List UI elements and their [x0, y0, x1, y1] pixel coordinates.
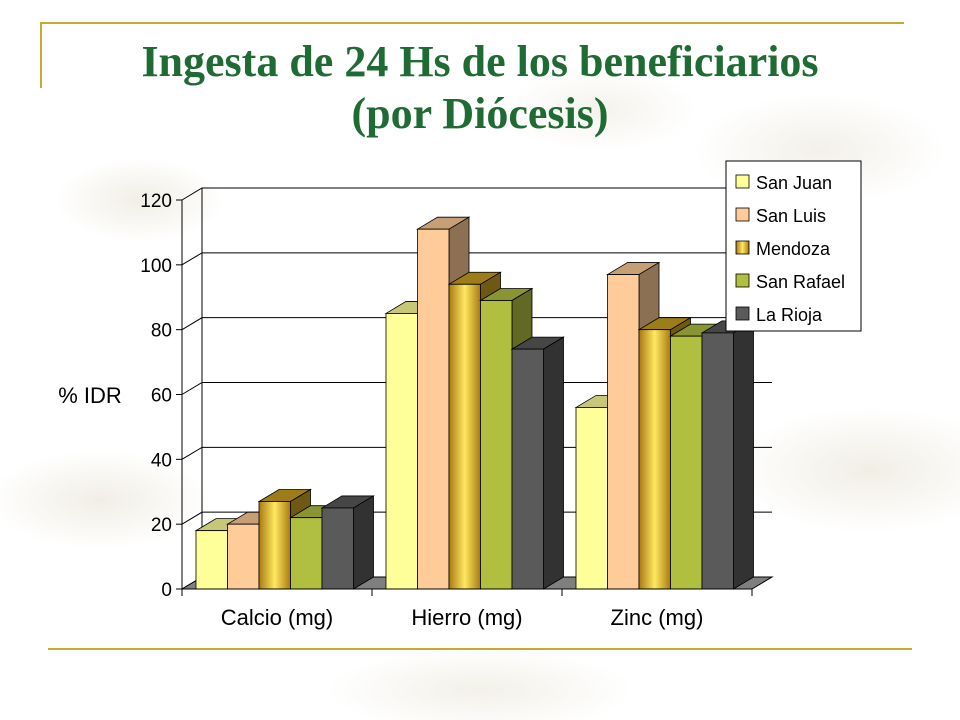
- legend-label: San Juan: [756, 173, 832, 193]
- bar-front-face: [227, 523, 260, 590]
- bars-group: [194, 216, 755, 590]
- legend-label: Mendoza: [756, 239, 831, 259]
- y-tick-label: 40: [151, 450, 172, 471]
- bar-side-face: [353, 495, 374, 590]
- legend-label: San Luis: [756, 206, 826, 226]
- legend-swatch: [735, 273, 750, 288]
- bar-front-face: [701, 332, 734, 590]
- x-tick-label: Hierro (mg): [411, 605, 522, 630]
- legend-swatch: [735, 306, 750, 321]
- y-tick-label: 80: [151, 321, 172, 342]
- bar-front-face: [290, 517, 323, 590]
- bar: [510, 336, 565, 590]
- bar-front-face: [575, 407, 608, 590]
- y-tick-label: 100: [140, 256, 172, 277]
- x-tick-label: Zinc (mg): [611, 605, 704, 630]
- slide-title-line-2: (por Diócesis): [351, 89, 609, 138]
- slide-title-line-1: Ingesta de 24 Hs de los beneficiarios: [141, 37, 819, 86]
- y-tick-label: 60: [151, 386, 172, 407]
- y-tick-label: 120: [140, 191, 172, 212]
- bar-front-face: [195, 530, 228, 590]
- bar-front-face: [258, 501, 291, 590]
- bar-front-face: [670, 335, 703, 590]
- gridline: [181, 317, 772, 331]
- title-rule-left: [40, 22, 42, 88]
- bar-side-face: [733, 320, 754, 590]
- bar-side-face: [543, 336, 564, 590]
- legend-label: San Rafael: [756, 272, 845, 292]
- legend-label: La Rioja: [756, 305, 823, 325]
- axes-group: 0 20 40 60 80 100 120 % IDR Calcio (mg) Hierro (m…: [58, 191, 753, 630]
- gridline: [181, 252, 772, 266]
- bottom-rule: [48, 648, 912, 650]
- bar-front-face: [638, 329, 671, 590]
- y-tick-label: 20: [151, 515, 172, 536]
- title-rule-top: [40, 22, 904, 24]
- bar-front-face: [417, 228, 450, 590]
- gridline: [181, 187, 772, 201]
- bar-front-face: [607, 274, 640, 590]
- legend-swatch: [735, 207, 750, 222]
- legend: San Juan San Luis Mendoza San Rafael La Rioj…: [725, 160, 862, 332]
- bar-front-face: [480, 300, 513, 590]
- bar-front-face: [385, 313, 418, 590]
- y-tick-label: 0: [161, 580, 172, 601]
- y-axis-label: % IDR: [58, 383, 122, 408]
- x-tick-label: Calcio (mg): [221, 605, 333, 630]
- bar-front-face: [511, 348, 544, 590]
- bar: [700, 320, 755, 590]
- legend-swatch: [735, 240, 750, 255]
- legend-swatch: [735, 174, 750, 189]
- bar-front-face: [448, 283, 481, 590]
- slide-title: Ingesta de 24 Hs de los beneficiarios (p…: [40, 36, 920, 140]
- bar-front-face: [321, 507, 354, 590]
- gridline: [181, 382, 772, 395]
- bar: [320, 495, 375, 590]
